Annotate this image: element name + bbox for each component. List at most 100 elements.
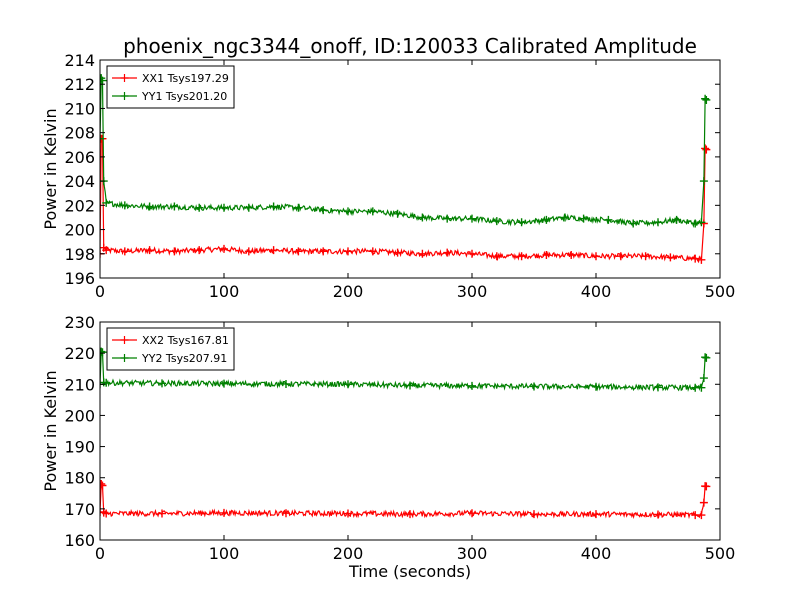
data-point-marker [592,510,600,519]
data-point-marker [702,353,711,362]
data-point-marker [319,206,328,215]
data-point-marker [406,510,414,519]
data-point-marker [468,381,476,390]
data-point-marker [699,374,708,383]
data-point-marker [468,509,476,518]
data-point-marker [269,202,278,211]
data-point-marker [542,215,551,224]
x-tick-label: 400 [581,282,612,301]
y-tick-label: 190 [64,438,95,457]
x-tick-label: 0 [95,544,105,563]
y-tick-label: 160 [64,531,95,550]
data-point-marker [468,214,476,223]
y-tick-label: 198 [64,245,95,264]
data-point-marker [406,381,414,390]
data-point-marker [195,246,204,255]
legend-label: XX1 Tsys197.29 [142,72,229,85]
data-point-marker [100,481,107,490]
legend-label: XX2 Tsys167.81 [142,334,229,347]
legend: XX2 Tsys167.81 YY2 Tsys207.91 [106,327,235,371]
y-tick-label: 170 [64,500,95,519]
x-tick-label: 100 [209,544,240,563]
legend-marker [120,354,129,362]
y-tick-label: 202 [64,196,95,215]
data-point-marker [220,203,228,212]
data-point-marker [641,252,650,261]
data-point-marker [120,201,129,210]
plot-frame [99,59,721,279]
data-point-marker [158,379,166,388]
legend-label: YY1 Tsys201.20 [141,90,227,103]
data-point-marker [102,198,111,207]
x-tick-label: 100 [209,282,240,301]
data-point-marker [170,247,179,256]
y-tick-label: 180 [64,469,95,488]
data-point-marker [344,247,352,256]
series-2-2 [100,347,711,392]
legend-marker [120,74,129,82]
y-tick-label: 200 [64,221,95,240]
series-line [100,482,707,520]
data-point-marker [592,382,600,391]
data-point-marker [344,207,352,216]
series-line [100,350,707,392]
y-tick-label: 210 [64,99,95,118]
data-point-marker [102,378,111,387]
data-point-marker [697,383,706,392]
data-point-marker [517,218,526,227]
data-point-marker [616,252,625,261]
data-point-marker [393,248,402,257]
data-point-marker [654,383,662,392]
data-point-marker [344,380,352,389]
y-tick-label: 214 [64,51,95,70]
data-point-marker [492,252,501,261]
legend-marker [120,336,129,344]
y-tick-label: 220 [64,344,95,363]
data-point-marker [100,76,107,85]
x-axis-label: Time (seconds) [348,562,471,581]
x-tick-label: 300 [457,544,488,563]
data-point-marker [244,203,253,212]
data-point-marker [294,203,303,212]
data-point-marker [319,247,328,256]
data-point-marker [592,252,600,261]
data-point-marker [691,254,700,263]
chart-panel-1: 0 100 200 300 400 500 196 198 200 202 204 206 208 210… [41,51,735,301]
data-point-marker [418,213,427,222]
data-point-marker [269,246,278,255]
legend-marker [120,92,129,100]
y-tick-label: 230 [64,313,95,332]
legend-box [106,65,235,109]
data-point-marker [102,509,111,518]
data-point-marker [629,219,638,228]
data-point-marker [702,95,711,104]
y-tick-label: 210 [64,375,95,394]
data-point-marker [517,252,526,261]
data-point-marker [443,214,452,223]
plot-frame [99,321,721,541]
data-point-marker [702,145,711,154]
data-point-marker [195,203,204,212]
data-point-marker [418,249,427,258]
x-tick-label: 500 [705,544,736,563]
data-point-marker [542,250,551,259]
series-1-2 [100,74,711,228]
data-point-marker [697,511,706,520]
data-point-marker [702,482,711,491]
series-1-1 [100,134,711,264]
data-point-marker [220,508,228,517]
data-point-marker [672,215,681,224]
data-point-marker [294,247,303,256]
data-point-marker [567,250,576,259]
data-point-marker [158,509,166,518]
data-point-marker [368,207,377,216]
data-point-marker [561,213,569,222]
plots: 0 100 200 300 400 500 196 198 200 202 204 206 208 210… [41,51,735,581]
data-point-marker [145,246,154,255]
data-point-marker [100,134,104,143]
data-point-marker [120,247,129,256]
data-point-marker [282,379,290,388]
data-point-marker [691,219,700,228]
data-point-marker [145,202,154,211]
